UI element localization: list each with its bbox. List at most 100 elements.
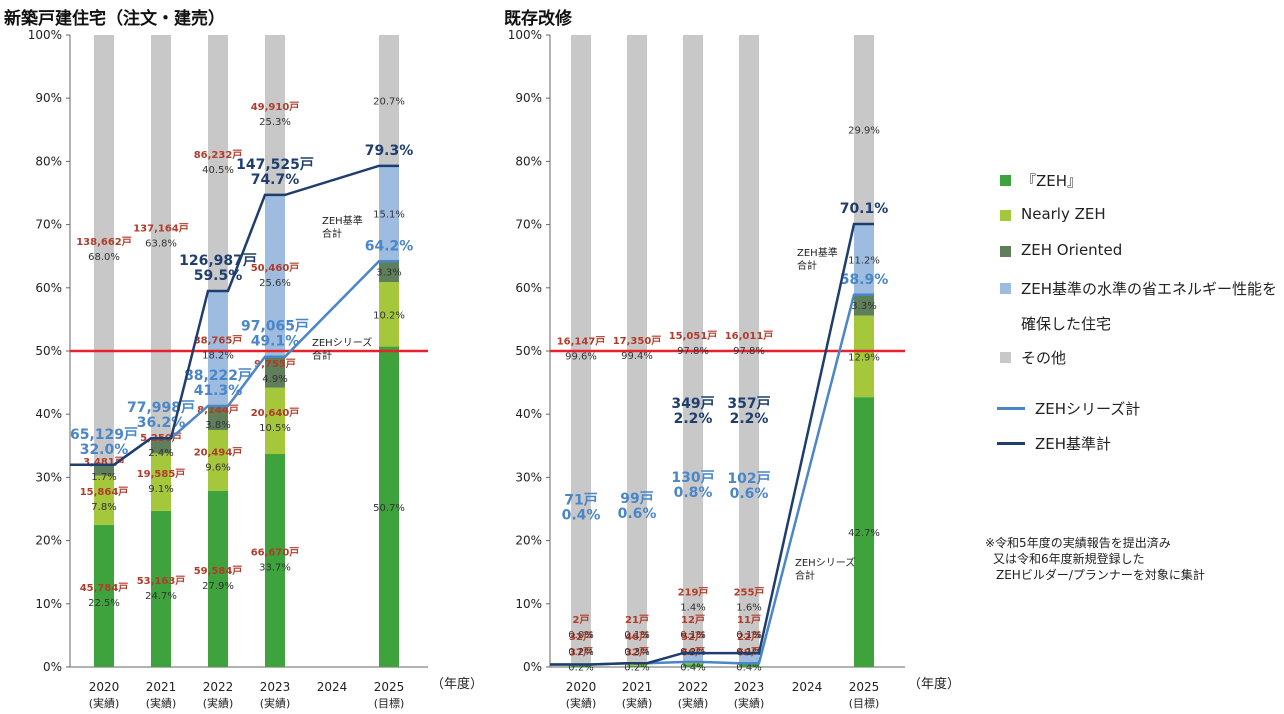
data-label-pct: 33.7% — [259, 563, 291, 574]
data-label-pct: 7.8% — [91, 502, 116, 513]
data-label-pct: 3.3% — [851, 301, 876, 312]
bar-segment-kijun-2023 — [265, 194, 285, 357]
bar-segment-kijun-2023 — [739, 653, 759, 664]
line-label-kijun: 2.2% — [674, 411, 713, 427]
annotation-series-total: 合計 — [795, 569, 815, 582]
y-tick-label: 10% — [35, 597, 62, 611]
legend-label-series-line: ZEHシリーズ計 — [1035, 400, 1141, 418]
data-label-pct: 25.6% — [259, 278, 291, 289]
data-label-count: 38,765戸 — [194, 334, 243, 346]
x-tick-sublabel: (実績) — [89, 696, 120, 710]
x-tick-sublabel: (実績) — [146, 696, 177, 710]
x-tick-label: 2020 — [566, 680, 597, 694]
line-label-kijun: 70.1% — [840, 201, 889, 217]
data-label-count: 12戸 — [681, 614, 705, 626]
y-tick-label: 60% — [35, 281, 62, 295]
data-label-pct: 0.3% — [624, 647, 649, 658]
line-label-series: 65,129戸 — [70, 427, 138, 443]
data-label-count: 19,585戸 — [137, 468, 186, 480]
y-tick-label: 60% — [515, 281, 542, 295]
data-label-count: 59,584戸 — [194, 565, 243, 577]
x-tick-label: 2022 — [203, 680, 234, 694]
bar-segment-zeh-2023 — [739, 664, 759, 667]
data-label-pct: 99.4% — [621, 351, 653, 362]
data-label-pct: 9.1% — [148, 484, 173, 495]
data-label-count: 32戸 — [569, 631, 593, 643]
x-tick-label: 2023 — [734, 680, 765, 694]
x-tick-sublabel: (実績) — [622, 696, 653, 710]
data-label-count: 2戸 — [573, 614, 590, 626]
bar-segment-other-2023 — [265, 35, 285, 195]
data-label-pct: 99.6% — [565, 352, 597, 363]
line-label-kijun: 357戸 — [727, 396, 770, 412]
data-label-pct: 27.9% — [202, 581, 234, 592]
y-tick-label: 40% — [35, 407, 62, 421]
y-tick-label: 90% — [515, 91, 542, 105]
data-label-count: 32戸 — [625, 647, 649, 659]
data-label-pct: 0.4% — [736, 663, 761, 674]
legend-swatch-zeh — [1000, 175, 1011, 186]
legend-label-nearly: Nearly ZEH — [1021, 205, 1106, 223]
x-tick-label: 2022 — [678, 680, 709, 694]
data-label-pct: 0.4% — [680, 663, 705, 674]
data-label-pct: 9.6% — [205, 462, 230, 473]
bar-segment-nearly-2023 — [265, 387, 285, 455]
line-label-series: 41.3% — [194, 383, 243, 399]
data-label-pct: 3.8% — [205, 420, 230, 431]
data-label-pct: 50.7% — [373, 503, 405, 514]
data-label-pct: 1.6% — [736, 603, 761, 614]
bar-segment-nearly-2025 — [854, 315, 874, 398]
data-label-count: 21戸 — [625, 614, 649, 626]
bar-segment-nearly-2021 — [151, 453, 171, 511]
y-tick-label: 20% — [35, 534, 62, 548]
line-label-series: 130戸 — [671, 470, 714, 486]
bar-segment-other-2020 — [94, 35, 114, 465]
annotation-kijun-total: 合計 — [322, 227, 342, 240]
data-label-pct: 0.1% — [680, 630, 705, 641]
bar-segment-nearly-2022 — [683, 662, 703, 665]
line-label-kijun: 74.7% — [251, 172, 300, 188]
bar-segment-other-2022 — [683, 35, 703, 654]
data-label-pct: 10.2% — [373, 310, 405, 321]
data-label-pct: 25.3% — [259, 117, 291, 128]
data-label-pct: 97.8% — [677, 346, 709, 357]
bar-segment-zeh-2025 — [379, 346, 399, 667]
line-label-series: 49.1% — [251, 334, 300, 350]
line-label-series: 58.9% — [840, 272, 889, 288]
line-zeh-kijun — [550, 222, 874, 666]
data-label-pct: 0.2% — [568, 663, 593, 674]
data-label-count: 86,232戸 — [194, 149, 243, 161]
legend-label-zeh: 『ZEH』 — [1021, 172, 1083, 190]
bar-segment-zeh-2022 — [683, 664, 703, 667]
data-label-count: 219戸 — [678, 587, 709, 599]
data-label-pct: 1.7% — [91, 472, 116, 483]
footnote-line-1: ※令和5年度の実績報告を提出済み — [985, 536, 1171, 550]
legend-line-series — [997, 407, 1025, 410]
bar-segment-other-2023 — [739, 35, 759, 654]
data-label-pct: 3.3% — [376, 268, 401, 279]
data-label-pct: 24.7% — [145, 591, 177, 602]
y-tick-label: 70% — [35, 218, 62, 232]
y-tick-label: 30% — [515, 470, 542, 484]
line-label-series: 0.4% — [562, 507, 601, 523]
data-label-pct: 15.1% — [373, 210, 405, 221]
bar-segment-other-2025 — [379, 35, 399, 166]
line-label-series: 71戸 — [564, 492, 597, 508]
chart-title-new: 新築戸建住宅（注文・建売） — [4, 9, 225, 29]
legend-label-kijun-1: ZEH基準の水準の省エネルギー性能を — [1021, 280, 1278, 298]
data-label-count: 137,164戸 — [133, 223, 189, 235]
data-label-count: 20,640戸 — [251, 407, 300, 419]
line-label-kijun: 79.3% — [365, 143, 414, 159]
legend-line-kijun — [997, 442, 1025, 445]
bar-segment-oriented-2022 — [208, 405, 228, 430]
data-label-pct: 0.2% — [624, 663, 649, 674]
data-label-pct: 63.8% — [145, 239, 177, 250]
footnote-line-3: ZEHビルダー/プランナーを対象に集計 — [996, 568, 1205, 582]
data-label-pct: 20.7% — [373, 96, 405, 107]
y-tick-label: 100% — [508, 28, 542, 42]
x-tick-label: 2025 — [849, 680, 880, 694]
data-label-pct: 68.0% — [88, 252, 120, 263]
legend-label-kijun-line: ZEH基準計 — [1035, 435, 1112, 453]
bar-segment-oriented-2025 — [854, 294, 874, 316]
bar-segment-zeh-2021 — [151, 510, 171, 667]
